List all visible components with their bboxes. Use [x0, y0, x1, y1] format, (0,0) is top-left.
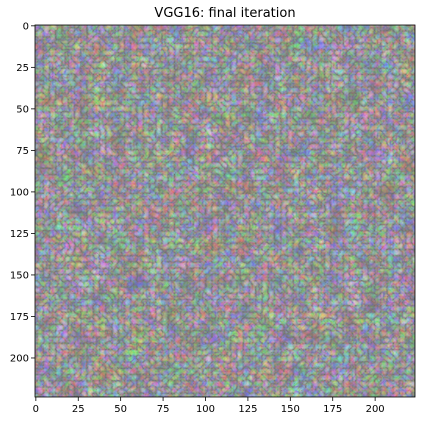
- y-tick-label: 100: [10, 187, 29, 198]
- y-tick-label: 200: [10, 353, 29, 364]
- x-tick-label: 50: [114, 404, 127, 415]
- y-tick-label: 50: [16, 104, 29, 115]
- chart-title: VGG16: final iteration: [154, 6, 295, 21]
- y-tick-label: 0: [23, 21, 29, 32]
- y-tick-label: 75: [16, 146, 29, 157]
- x-tick-label: 100: [196, 404, 215, 415]
- x-tick-label: 0: [33, 404, 39, 415]
- heatmap-image-texture: [35, 25, 415, 397]
- y-axis: 0 25 50 75 100 125 150 175 200: [10, 21, 35, 364]
- x-tick-label: 75: [157, 404, 170, 415]
- x-tick-label: 125: [238, 404, 257, 415]
- plot-area: [34, 24, 416, 398]
- y-tick-label: 25: [16, 63, 29, 74]
- x-tick-label: 175: [323, 404, 342, 415]
- y-tick-label: 175: [10, 312, 29, 323]
- y-tick-label: 125: [10, 229, 29, 240]
- x-tick-label: 25: [72, 404, 85, 415]
- x-tick-label: 150: [281, 404, 300, 415]
- axes-frame: [34, 24, 416, 398]
- y-tick-label: 150: [10, 270, 29, 281]
- x-axis: 0 25 50 75 100 125 150 175 200: [33, 397, 385, 415]
- x-tick-label: 200: [366, 404, 385, 415]
